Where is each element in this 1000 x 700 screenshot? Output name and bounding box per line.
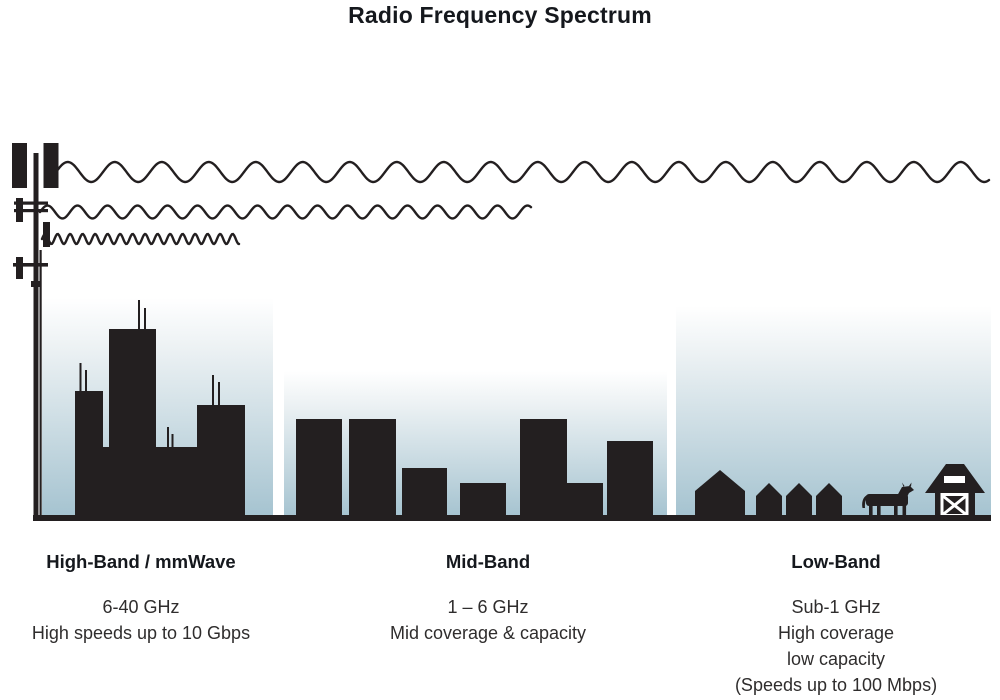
- city-skyline-icon: [75, 300, 245, 517]
- mid-rise-buildings-icon: [296, 419, 653, 517]
- ground-line: [33, 515, 991, 521]
- band-detail-line: 1 – 6 GHz: [447, 597, 529, 617]
- barn-icon: [925, 464, 985, 517]
- radio-waves: [38, 160, 991, 246]
- band-detail-line: Sub-1 GHz: [791, 597, 881, 617]
- house-icon: [786, 483, 812, 517]
- band-detail-line: 6-40 GHz: [102, 597, 180, 617]
- house-icon: [695, 470, 745, 517]
- cell-tower-icon: [12, 143, 59, 517]
- band-details-mid: 1 – 6 GHz Mid coverage & capacity: [365, 594, 611, 646]
- band-caption-low: Low-Band Sub-1 GHz High coverage low cap…: [713, 551, 959, 698]
- band-details-low: Sub-1 GHz High coverage low capacity (Sp…: [713, 594, 959, 698]
- band-detail-line: High coverage: [777, 623, 895, 643]
- band-heading-low: Low-Band: [791, 551, 881, 572]
- rooftop-antennas: [79, 300, 220, 448]
- low-frequency-wave: [54, 160, 991, 184]
- band-detail-line: low capacity: [786, 649, 886, 669]
- high-frequency-wave: [40, 232, 241, 246]
- band-heading-high: High-Band / mmWave: [46, 551, 236, 572]
- cow-icon: [862, 482, 914, 518]
- band-heading-mid: Mid-Band: [445, 551, 531, 572]
- band-details-high: 6-40 GHz High speeds up to 10 Gbps: [18, 594, 264, 646]
- band-detail-line: Mid coverage & capacity: [389, 623, 587, 643]
- rural-scene: [695, 464, 985, 518]
- band-detail-line: High speeds up to 10 Gbps: [31, 623, 251, 643]
- mid-frequency-wave: [38, 204, 533, 220]
- page-title: Radio Frequency Spectrum: [348, 2, 652, 28]
- house-icon: [816, 483, 842, 517]
- band-caption-mid: Mid-Band 1 – 6 GHz Mid coverage & capaci…: [365, 551, 611, 646]
- house-icon: [756, 483, 782, 517]
- band-detail-line: (Speeds up to 100 Mbps): [734, 675, 938, 695]
- band-caption-high: High-Band / mmWave 6-40 GHz High speeds …: [18, 551, 264, 646]
